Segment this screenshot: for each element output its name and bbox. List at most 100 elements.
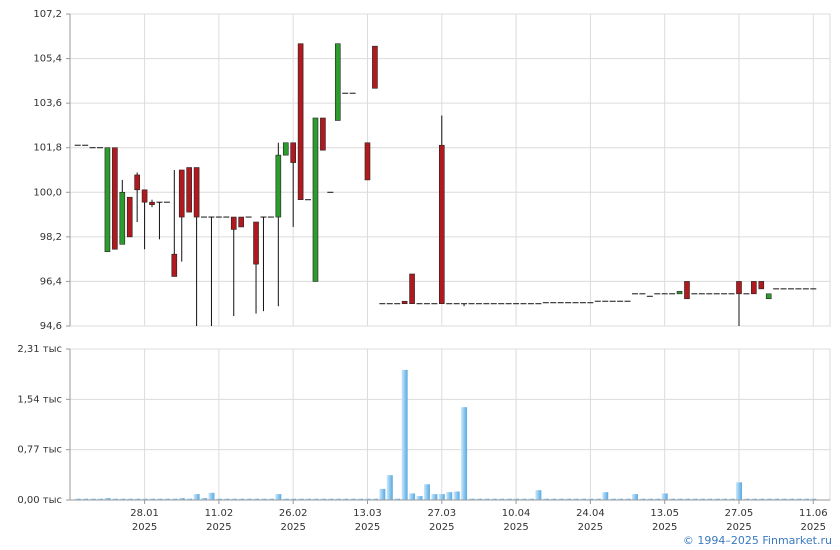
- candle-body: [372, 45, 378, 89]
- volume-bar: [654, 498, 661, 500]
- volume-bar: [253, 498, 260, 500]
- volume-bar: [327, 498, 334, 500]
- x-tick-label: 11.02: [205, 508, 234, 519]
- volume-bar: [758, 498, 765, 500]
- volume-bar: [208, 492, 215, 500]
- volume-bar: [468, 498, 475, 500]
- volume-bar: [438, 494, 445, 500]
- volume-bar: [409, 493, 416, 500]
- candle-body: [297, 43, 304, 201]
- x-tick-label: 13.03: [353, 508, 382, 519]
- volume-bar: [134, 498, 141, 500]
- volume-bar: [602, 492, 609, 500]
- volume-bar: [527, 498, 534, 500]
- volume-bar: [223, 498, 230, 500]
- volume-bar: [735, 482, 742, 500]
- candle-body: [751, 281, 757, 295]
- volume-bar: [490, 498, 497, 500]
- x-tick-label: 24.04: [576, 508, 605, 519]
- x-tick-label: 28.01: [130, 508, 159, 519]
- volume-bar: [260, 498, 267, 500]
- volume-bar: [683, 498, 690, 500]
- volume-bar: [669, 498, 676, 500]
- volume-bar: [97, 498, 104, 500]
- volume-bar: [542, 498, 549, 500]
- y-tick-label: 103,6: [33, 98, 62, 109]
- volume-bar: [713, 498, 720, 500]
- y-tick-label: 105,4: [33, 54, 62, 65]
- volume-bar: [267, 498, 274, 500]
- y-tick-label: 107,2: [33, 9, 62, 20]
- copyright[interactable]: © 1994–2025 Finmarket.ru: [682, 534, 832, 547]
- volume-bar: [609, 498, 616, 500]
- y-tick-label: 101,8: [33, 143, 62, 154]
- candle-body: [171, 253, 178, 277]
- volume-bar: [498, 498, 505, 500]
- volume-bar: [520, 498, 527, 500]
- volume-bar: [587, 498, 594, 500]
- volume-bar: [557, 498, 564, 500]
- volume-bar: [572, 498, 579, 500]
- candle-body: [312, 117, 319, 282]
- x-tick-label: 26.02: [279, 508, 308, 519]
- volume-bar: [312, 498, 319, 500]
- volume-bar: [802, 498, 809, 500]
- candle-body: [238, 216, 244, 228]
- volume-bar: [104, 498, 111, 500]
- volume-bar: [401, 369, 408, 500]
- volume-bar: [163, 498, 170, 500]
- volume-bar: [275, 494, 282, 500]
- candle-body: [282, 142, 289, 156]
- volume-bar: [661, 493, 668, 500]
- y-tick-label: 2,31 тыс: [17, 344, 62, 355]
- volume-bar: [631, 494, 638, 500]
- volume-bar: [149, 498, 156, 500]
- candle-body: [186, 167, 192, 213]
- volume-bar: [394, 498, 401, 500]
- volume-bar: [594, 498, 601, 500]
- volume-bar: [357, 498, 364, 500]
- y-tick-label: 0,00 тыс: [17, 495, 62, 506]
- volume-bar: [201, 498, 208, 500]
- volume-bar: [215, 498, 222, 500]
- candle-body: [409, 273, 415, 305]
- candle-body: [126, 196, 133, 238]
- candle-body: [758, 281, 765, 290]
- volume-bar: [698, 498, 705, 500]
- volume-bar: [721, 498, 728, 500]
- volume-bar: [74, 498, 81, 500]
- volume-bar: [461, 407, 468, 500]
- x-tick-label: 13.05: [650, 508, 679, 519]
- x-tick-label: 2025: [578, 522, 603, 533]
- y-tick-label: 1,54 тыс: [17, 394, 62, 405]
- volume-bar: [750, 498, 757, 500]
- candle-body: [253, 221, 259, 265]
- candle-body: [193, 167, 200, 218]
- volume-bar: [82, 498, 89, 500]
- volume-bar: [453, 491, 460, 500]
- candle-body: [112, 147, 118, 250]
- volume-bar: [186, 498, 193, 500]
- candle-body: [736, 281, 742, 295]
- x-tick-label: 2025: [429, 522, 454, 533]
- candle-body: [141, 189, 148, 203]
- volume-bar: [297, 498, 304, 500]
- volume-bar: [305, 498, 312, 500]
- volume-bar: [126, 498, 133, 500]
- x-tick-label: 2025: [132, 522, 157, 533]
- volume-bar: [483, 498, 490, 500]
- volume-bar: [416, 496, 423, 500]
- volume-bar: [773, 498, 780, 500]
- volume-bar: [676, 498, 683, 500]
- volume-bar: [319, 498, 326, 500]
- candle-body: [134, 174, 140, 191]
- volume-bar: [617, 498, 624, 500]
- volume-bar: [423, 484, 430, 500]
- volume-bar: [193, 494, 200, 500]
- candle-body: [119, 191, 126, 245]
- volume-bar: [171, 498, 178, 500]
- volume-bar: [178, 498, 185, 500]
- candle-body: [275, 154, 282, 218]
- volume-bar: [245, 498, 252, 500]
- x-tick-label: 27.05: [725, 508, 754, 519]
